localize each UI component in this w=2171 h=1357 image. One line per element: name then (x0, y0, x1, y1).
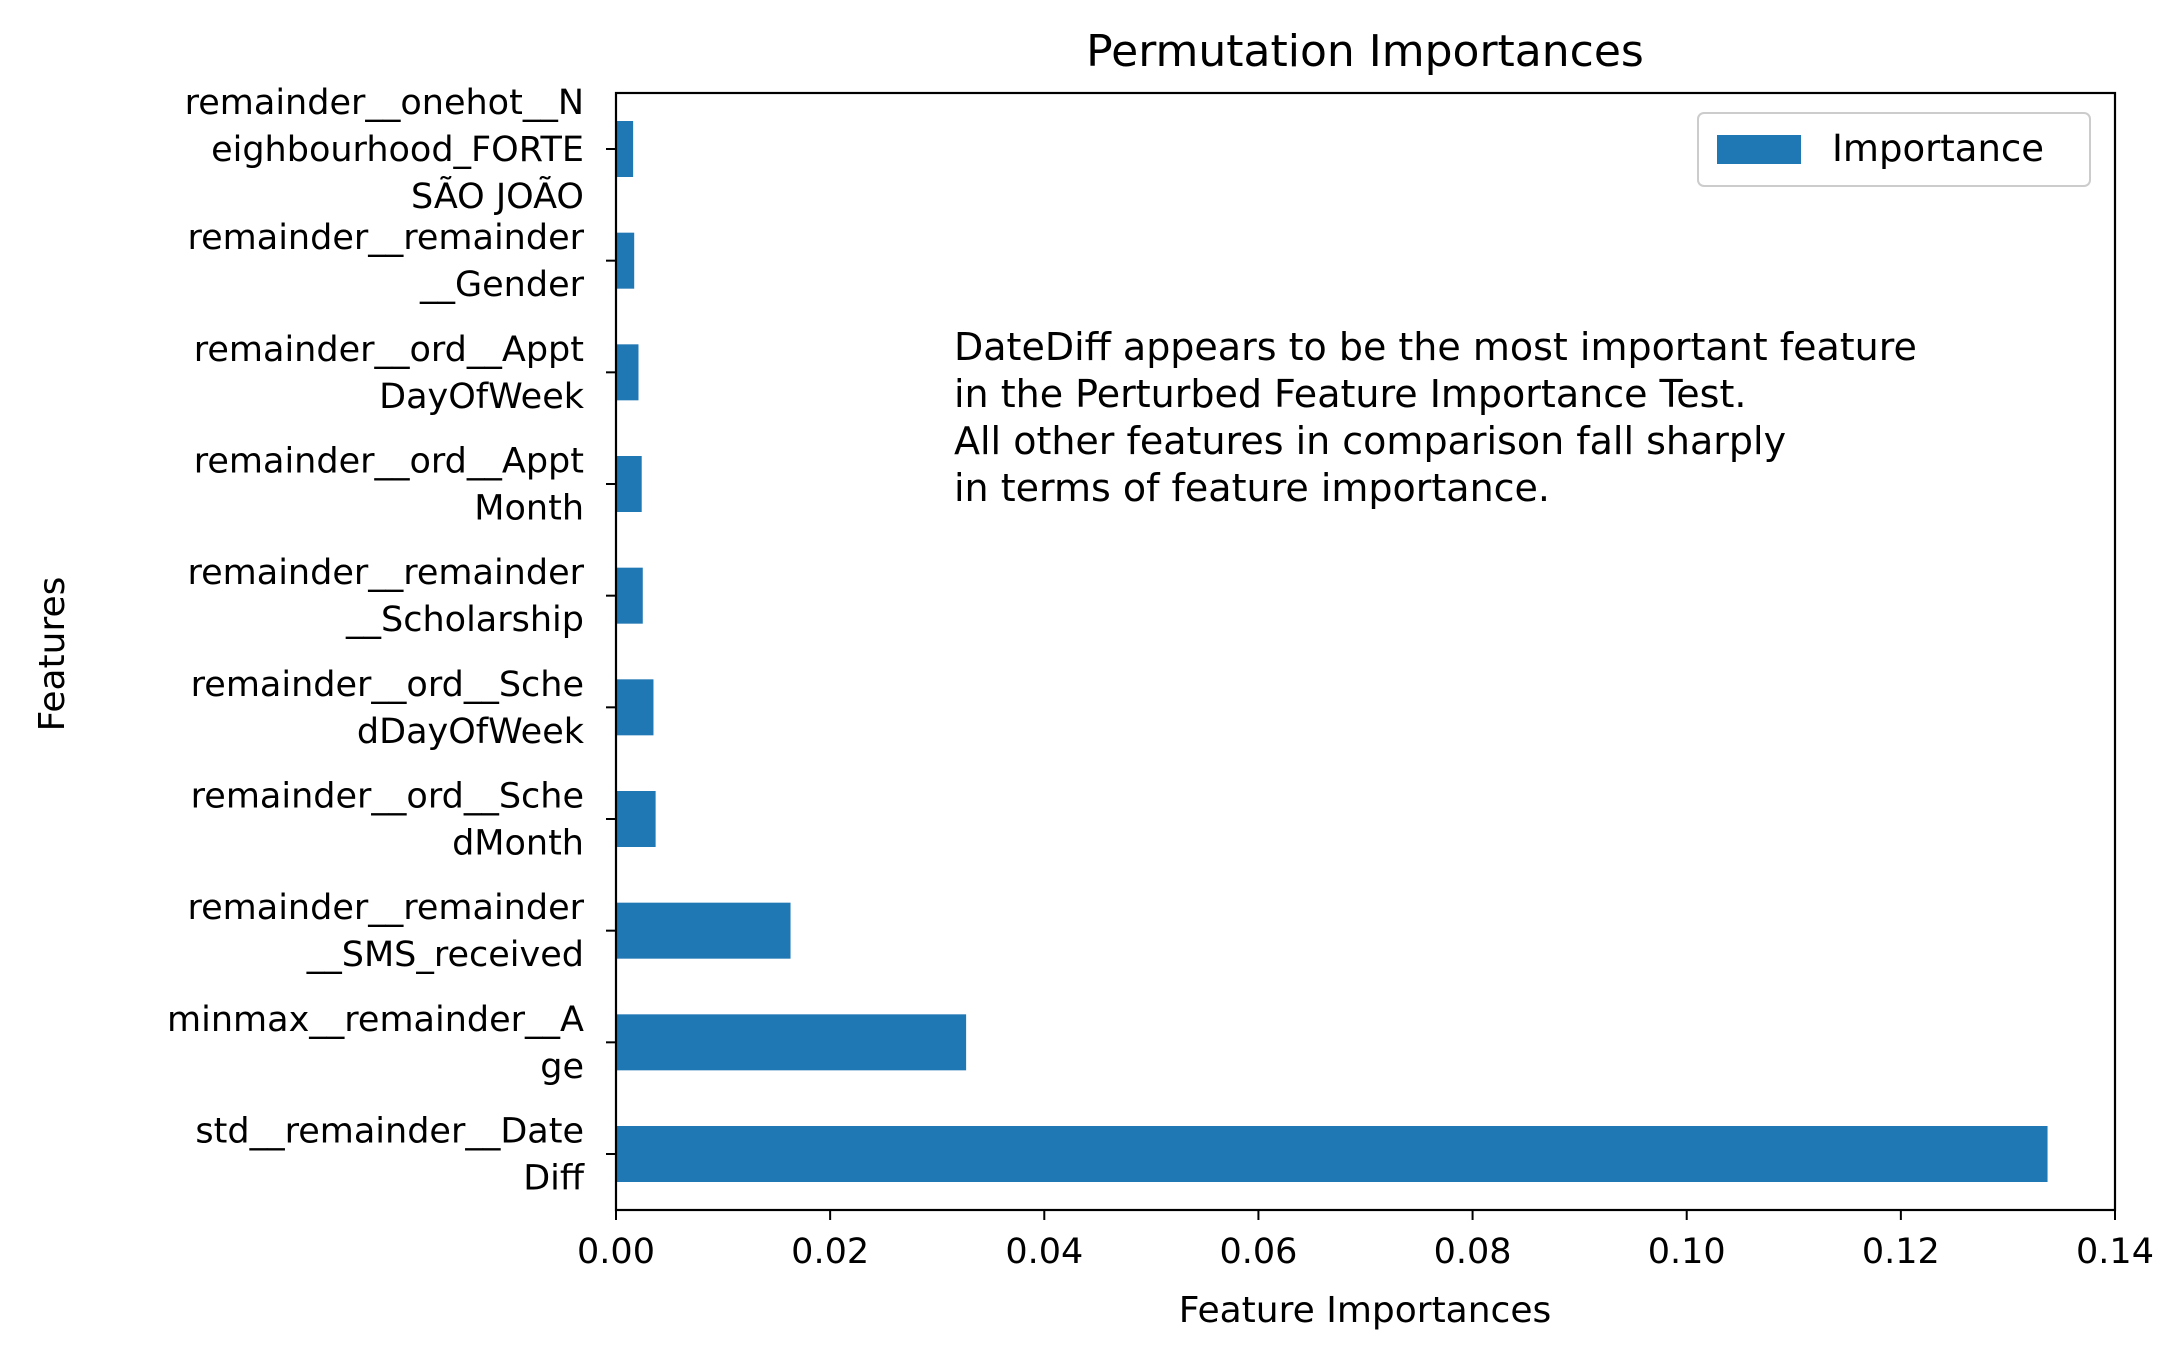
plot-frame (614, 91, 2117, 1212)
x-tick-label: 0.06 (1219, 1232, 1297, 1272)
y-tick-label: minmax__remainder__A ge (167, 1000, 584, 1087)
bar (616, 456, 642, 512)
bar (616, 1126, 2048, 1182)
y-tick-label: remainder__remainder __Gender (188, 218, 585, 305)
bar (616, 791, 656, 847)
x-tick-label: 0.12 (1862, 1232, 1940, 1272)
annotation-line: All other features in comparison fall sh… (954, 419, 1786, 463)
legend: Importance (1697, 112, 2091, 187)
bar (616, 344, 639, 401)
bar (616, 1014, 967, 1071)
bar (616, 232, 635, 289)
y-axis-label: Features (32, 577, 73, 732)
y-tick-label: remainder__onehot__N eighbourhood_FORTE SÃ… (185, 83, 584, 217)
x-tick-label: 0.04 (1005, 1232, 1083, 1272)
x-tick-label: 0.14 (2076, 1232, 2154, 1272)
y-tick-label: remainder__ord__Sche dMonth (191, 777, 584, 864)
x-axis-ticks: 0.00 0.02 0.04 0.06 0.08 0.10 0.12 0.14 (577, 1210, 2154, 1272)
legend-box (1697, 112, 2091, 187)
x-tick-label: 0.08 (1434, 1232, 1512, 1272)
x-axis-label: Feature Importances (1179, 1290, 1552, 1331)
bar (616, 679, 654, 736)
y-tick-label: remainder__remainder __Scholarship (188, 553, 585, 640)
bar (616, 567, 643, 624)
legend-swatch (1717, 135, 1801, 164)
annotation-line: in terms of feature importance. (954, 466, 1550, 510)
y-tick-label: remainder__ord__Appt DayOfWeek (194, 330, 585, 417)
y-tick-label: remainder__ord__Sche dDayOfWeek (191, 665, 585, 752)
annotation-line: in the Perturbed Feature Importance Test… (954, 372, 1746, 416)
bars-group (616, 121, 2048, 1182)
annotation-text: DateDiff appears to be the most importan… (954, 325, 1917, 510)
annotation-line: DateDiff appears to be the most importan… (954, 325, 1917, 369)
y-tick-label: remainder__remainder __SMS_received (188, 888, 585, 975)
legend-label: Importance (1832, 127, 2044, 170)
y-tick-label: remainder__ord__Appt Month (194, 442, 584, 529)
bar (616, 902, 791, 959)
x-tick-label: 0.00 (577, 1232, 655, 1272)
y-axis-ticks: std__remainder__Date Diff minmax__remainde… (167, 83, 616, 1199)
chart-title: Permutation Importances (1086, 26, 1644, 77)
y-tick-label: std__remainder__Date Diff (195, 1112, 584, 1199)
x-tick-label: 0.10 (1648, 1232, 1726, 1272)
bar (616, 121, 634, 177)
x-tick-label: 0.02 (791, 1232, 869, 1272)
